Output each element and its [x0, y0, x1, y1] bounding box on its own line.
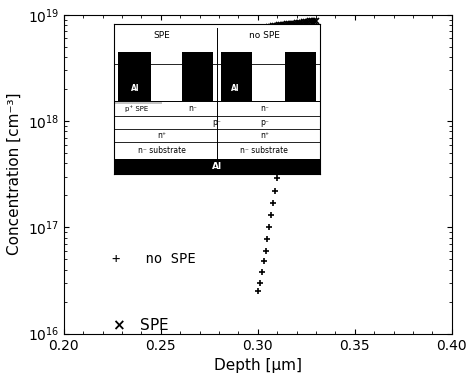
- SPE: [294, 21, 300, 25]
- SPE: [274, 23, 280, 28]
- SPE: [276, 23, 282, 28]
- no SPE: [261, 259, 266, 263]
- no SPE: [290, 80, 296, 85]
- no SPE: [303, 39, 309, 44]
- SPE: [255, 55, 261, 59]
- no SPE: [300, 46, 305, 51]
- SPE: [292, 21, 298, 26]
- no SPE: [284, 114, 290, 119]
- X-axis label: Depth [μm]: Depth [μm]: [214, 358, 302, 373]
- SPE: [269, 25, 274, 29]
- no SPE: [276, 163, 282, 168]
- no SPE: [292, 71, 298, 76]
- no SPE: [305, 37, 311, 41]
- SPE: [311, 19, 317, 23]
- no SPE: [286, 101, 292, 106]
- SPE: [303, 20, 309, 24]
- SPE: [251, 100, 257, 104]
- SPE: [300, 20, 305, 25]
- SPE: [266, 25, 272, 30]
- SPE: [261, 29, 266, 33]
- SPE: [290, 22, 296, 26]
- SPE: [280, 23, 286, 27]
- no SPE: [269, 213, 274, 217]
- no SPE: [278, 151, 284, 155]
- SPE: [264, 26, 270, 30]
- no SPE: [282, 126, 288, 131]
- SPE: [305, 19, 311, 24]
- SPE: [278, 23, 284, 27]
- no SPE: [296, 57, 301, 62]
- no SPE: [309, 33, 315, 38]
- SPE: [286, 22, 292, 27]
- no SPE: [280, 139, 286, 143]
- no SPE: [259, 270, 264, 274]
- no SPE: [271, 201, 276, 205]
- SPE: [259, 32, 264, 37]
- SPE: [301, 20, 307, 25]
- Text: $\mathbf{\times}$   SPE: $\mathbf{\times}$ SPE: [112, 317, 169, 333]
- Line: no SPE: no SPE: [255, 29, 319, 295]
- no SPE: [257, 281, 263, 285]
- SPE: [313, 18, 319, 23]
- no SPE: [273, 188, 278, 193]
- SPE: [271, 24, 276, 28]
- no SPE: [294, 63, 300, 68]
- no SPE: [307, 35, 313, 39]
- SPE: [296, 21, 301, 25]
- SPE: [284, 22, 290, 27]
- no SPE: [264, 236, 270, 241]
- Text: +   no SPE: + no SPE: [112, 252, 196, 266]
- SPE: [273, 24, 278, 28]
- no SPE: [298, 51, 303, 56]
- SPE: [263, 27, 268, 32]
- no SPE: [288, 90, 293, 95]
- no SPE: [311, 32, 317, 36]
- no SPE: [263, 249, 268, 253]
- Y-axis label: Concentration [cm⁻³]: Concentration [cm⁻³]: [7, 93, 22, 255]
- SPE: [257, 40, 263, 44]
- SPE: [288, 22, 293, 27]
- no SPE: [313, 30, 319, 35]
- SPE: [309, 19, 315, 24]
- no SPE: [301, 43, 307, 47]
- SPE: [282, 22, 288, 27]
- SPE: [298, 21, 303, 25]
- no SPE: [266, 225, 272, 230]
- Line: SPE: SPE: [250, 17, 319, 106]
- no SPE: [274, 176, 280, 180]
- SPE: [307, 19, 313, 24]
- SPE: [253, 76, 259, 81]
- no SPE: [255, 289, 261, 294]
